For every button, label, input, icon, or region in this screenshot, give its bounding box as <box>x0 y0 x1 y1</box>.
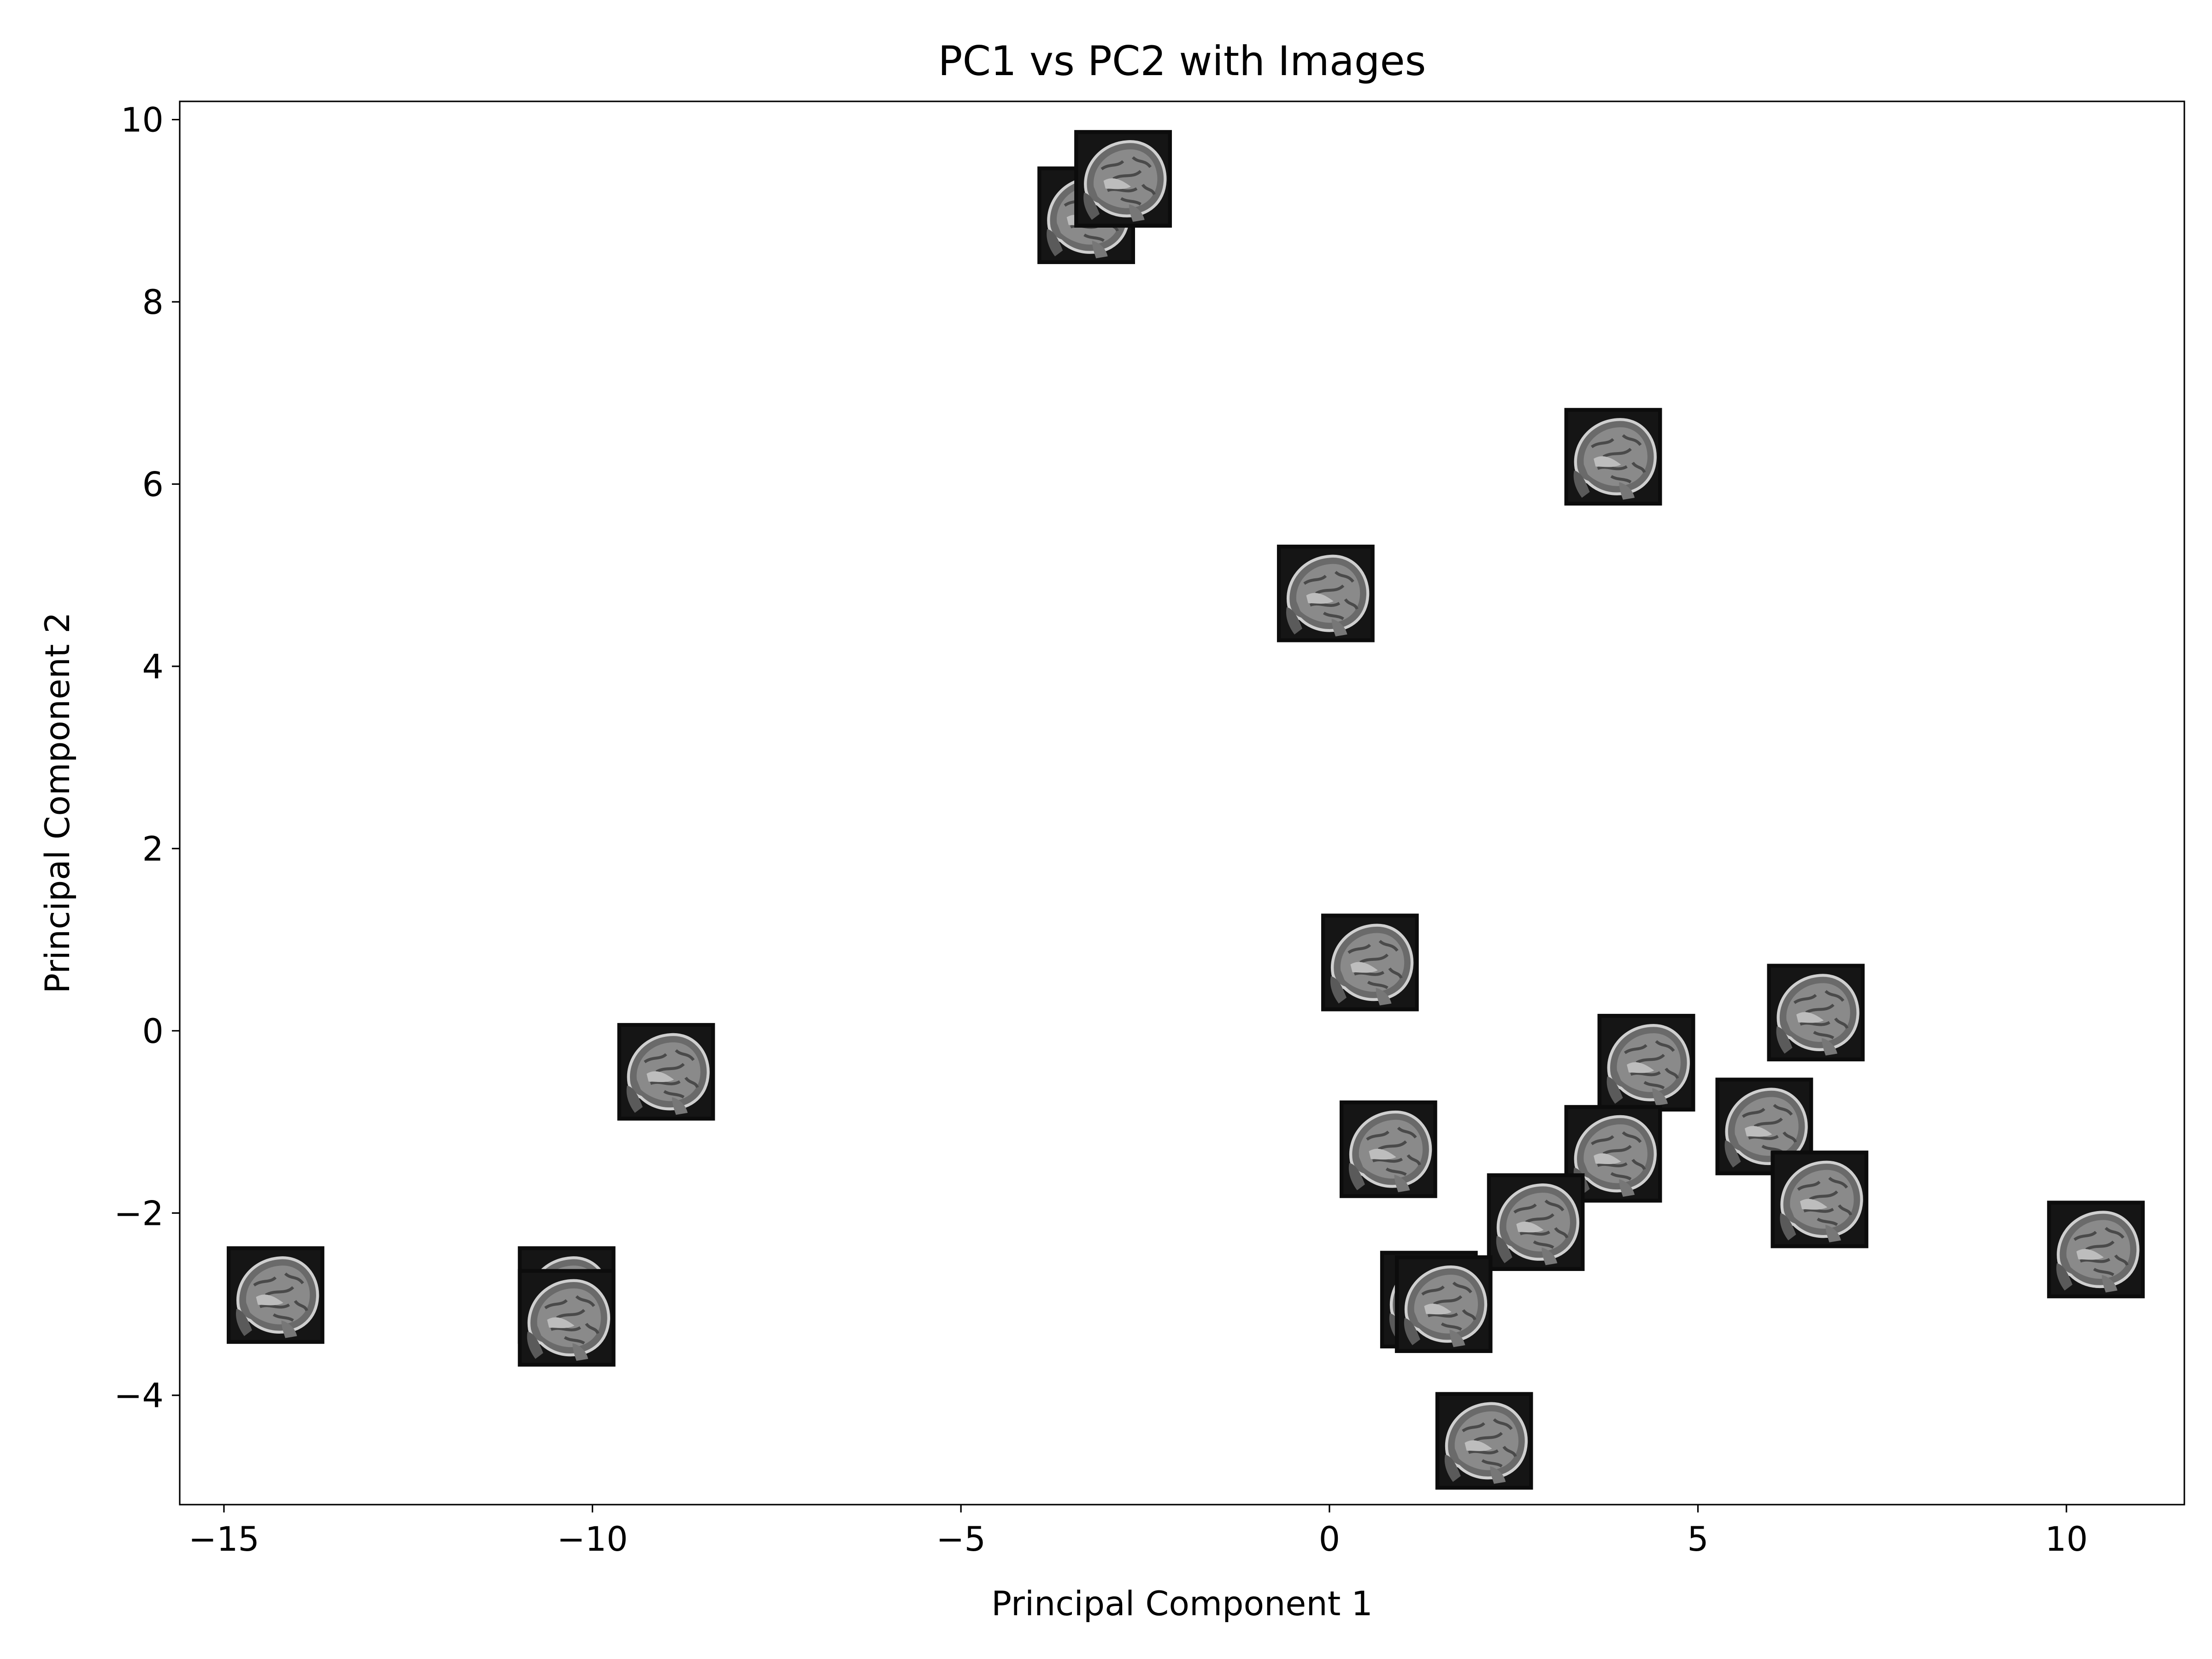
scatter-point-mri-thumbnail <box>1321 914 1419 1012</box>
scatter-point-mri-thumbnail <box>1598 1014 1695 1112</box>
scatter-point-mri-thumbnail <box>1395 1255 1493 1353</box>
y-tick-label: 10 <box>121 101 164 140</box>
scatter-point-mri-thumbnail <box>1074 130 1172 228</box>
scatter-point-mri-thumbnail <box>518 1269 616 1367</box>
y-tick-label: 2 <box>142 830 164 869</box>
scatter-point-mri-thumbnail <box>1277 545 1375 642</box>
scatter-point-mri-thumbnail <box>1565 408 1662 506</box>
x-axis-label: Principal Component 1 <box>991 1584 1373 1624</box>
scatter-point-mri-thumbnail <box>1487 1173 1585 1271</box>
plot-area <box>179 100 2185 1506</box>
x-tick-label: −15 <box>188 1520 259 1559</box>
scatter-point-mri-thumbnail <box>1340 1100 1437 1198</box>
y-axis-ticks: −4 −2 0 2 4 6 8 10 <box>114 101 180 1416</box>
y-tick-label: 8 <box>142 283 164 322</box>
x-tick-label: 0 <box>1319 1520 1340 1559</box>
y-axis-label: Principal Component 2 <box>38 612 77 994</box>
x-tick-label: −10 <box>557 1520 628 1559</box>
scatter-point-mri-thumbnail <box>1767 964 1865 1061</box>
axes-frame <box>179 100 2185 1506</box>
plot-background <box>180 101 2184 1505</box>
chart-title: PC1 vs PC2 with Images <box>938 37 1426 85</box>
x-axis-ticks: −15 −10 −5 0 5 10 <box>188 1505 2088 1559</box>
y-tick-label: −2 <box>114 1194 164 1233</box>
scatter-point-mri-thumbnail <box>618 1023 715 1121</box>
scatter-point-mri-thumbnail <box>2047 1200 2145 1298</box>
scatter-point-mri-thumbnail <box>1771 1151 1868 1248</box>
x-tick-label: 10 <box>2045 1520 2088 1559</box>
y-tick-label: −4 <box>114 1377 164 1416</box>
x-tick-label: −5 <box>936 1520 986 1559</box>
scatter-point-mri-thumbnail <box>1435 1392 1533 1490</box>
y-tick-label: 6 <box>142 465 164 504</box>
y-tick-label: 0 <box>142 1012 164 1051</box>
x-tick-label: 5 <box>1687 1520 1708 1559</box>
scatter-point-mri-thumbnail <box>227 1246 324 1344</box>
y-tick-label: 4 <box>142 647 164 687</box>
